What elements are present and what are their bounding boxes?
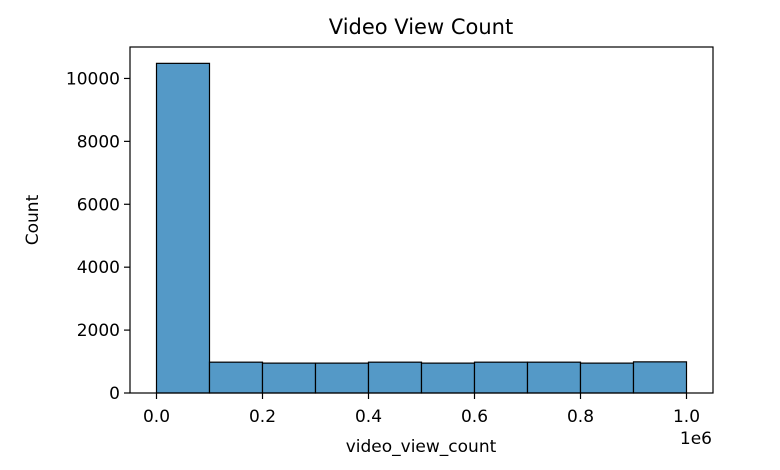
- x-tick-label: 1.0: [673, 407, 700, 427]
- y-tick-label: 2000: [77, 321, 120, 341]
- histogram-bar: [155, 62, 211, 394]
- plot-frame: [129, 46, 714, 394]
- x-axis-label: video_view_count: [346, 437, 497, 457]
- y-tick-label: 0: [109, 384, 120, 404]
- x-tick-label: 0.8: [567, 407, 594, 427]
- x-tick-label: 0.6: [461, 407, 488, 427]
- x-offset-label: 1e6: [680, 429, 712, 449]
- histogram-bar: [367, 361, 423, 394]
- x-tick-label: 0.2: [249, 407, 276, 427]
- y-tick-label: 6000: [77, 195, 120, 215]
- chart-title: Video View Count: [329, 15, 513, 39]
- histogram-bar: [632, 361, 688, 394]
- x-tick-label: 0.4: [355, 407, 382, 427]
- y-tick-label: 8000: [77, 132, 120, 152]
- histogram-bar: [261, 362, 317, 394]
- histogram-bar: [473, 361, 529, 394]
- x-tick-label: 0.0: [143, 407, 170, 427]
- histogram-bar: [420, 362, 476, 394]
- histogram-bar: [314, 362, 370, 394]
- histogram-bar: [579, 362, 635, 394]
- y-ticks-group: 0 2000 4000 6000 8000 10000: [66, 69, 130, 404]
- bars-group: [155, 62, 688, 394]
- histogram-bar: [526, 361, 582, 394]
- histogram-bar: [208, 361, 264, 394]
- y-tick-label: 4000: [77, 258, 120, 278]
- y-axis-label: Count: [23, 194, 43, 245]
- x-ticks-group: 0.0 0.2 0.4 0.6 0.8 1.0: [143, 393, 700, 427]
- y-tick-label: 10000: [66, 69, 120, 89]
